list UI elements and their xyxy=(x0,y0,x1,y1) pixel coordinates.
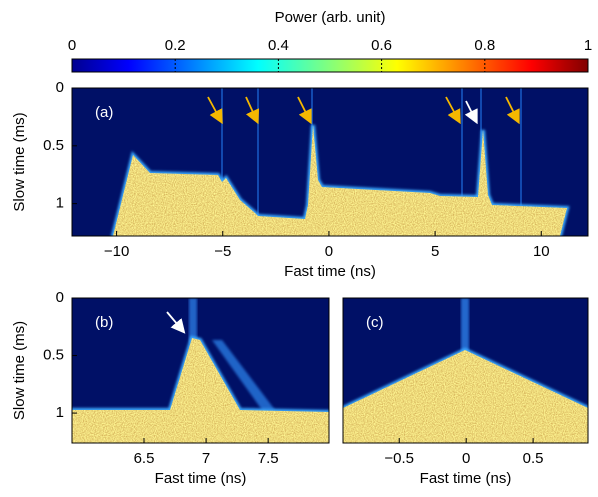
panel-label: (b) xyxy=(95,314,113,331)
heatmap-c xyxy=(343,298,588,443)
x-tick-label: 0 xyxy=(325,243,333,260)
panel-label: (a) xyxy=(95,104,113,121)
x-axis-label: Fast time (ns) xyxy=(420,470,512,487)
colorbar-frame xyxy=(71,58,589,73)
x-tick-label: 10 xyxy=(533,243,550,260)
panel-label: (c) xyxy=(366,314,384,331)
arrow-b xyxy=(166,311,186,334)
y-tick-label: 1 xyxy=(56,404,64,421)
colorbar-tick-label: 0.8 xyxy=(474,37,495,54)
y-axis-label: Slow time (ms) xyxy=(11,321,28,420)
x-tick-label: −5 xyxy=(214,243,231,260)
y-tick-label: 0 xyxy=(56,79,64,96)
y-tick-label: 0 xyxy=(56,289,64,306)
x-axis-label: Fast time (ns) xyxy=(155,470,247,487)
colorbar-tick-label: 0.2 xyxy=(165,37,186,54)
x-tick-label: 0 xyxy=(462,450,470,467)
colorbar-tick-label: 0 xyxy=(68,37,76,54)
x-tick-label: 0.5 xyxy=(523,450,544,467)
y-tick-label: 0.5 xyxy=(43,347,64,364)
x-axis-label: Fast time (ns) xyxy=(284,263,376,280)
x-tick-label: −10 xyxy=(104,243,129,260)
x-tick-label: 7 xyxy=(202,450,210,467)
axes-frame xyxy=(342,297,589,444)
colorbar-title: Power (arb. unit) xyxy=(275,9,386,26)
y-tick-label: 1 xyxy=(56,195,64,212)
y-tick-label: 0.5 xyxy=(43,137,64,154)
x-tick-label: 7.5 xyxy=(258,450,279,467)
colorbar-tick-label: 0.4 xyxy=(268,37,289,54)
colorbar-gradient xyxy=(72,59,588,72)
colorbar-tick-label: 1 xyxy=(584,37,592,54)
x-tick-label: −0.5 xyxy=(384,450,414,467)
heatmap-b xyxy=(72,298,329,443)
arrows-a xyxy=(207,96,520,125)
x-tick-label: 5 xyxy=(431,243,439,260)
y-axis-label: Slow time (ms) xyxy=(11,112,28,211)
colorbar-tick-label: 0.6 xyxy=(371,37,392,54)
axes-frame xyxy=(71,297,330,444)
heatmap-a xyxy=(72,88,588,236)
x-tick-label: 6.5 xyxy=(134,450,155,467)
axes-frame xyxy=(71,87,589,237)
